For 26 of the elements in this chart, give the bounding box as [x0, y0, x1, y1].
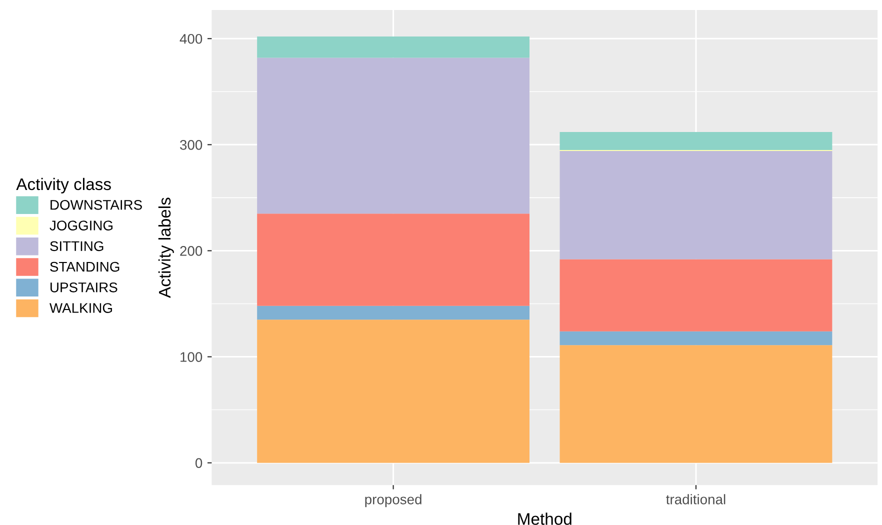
- bar: [257, 36, 530, 58]
- y-tick-label: 300: [180, 140, 202, 150]
- x-tick-label: proposed: [365, 494, 422, 508]
- bar: [560, 331, 832, 346]
- legend-title: Activity class: [16, 178, 111, 194]
- bar: [257, 214, 530, 306]
- bar: [257, 320, 530, 463]
- bar: [560, 151, 832, 260]
- legend-label: WALKING: [50, 303, 112, 313]
- y-tick-label: 100: [180, 352, 202, 362]
- bar: [560, 259, 832, 332]
- legend-label: UPSTAIRS: [50, 282, 118, 292]
- bar: [257, 306, 530, 320]
- y-tick-label: 0: [195, 458, 202, 468]
- bar: [560, 345, 832, 463]
- legend-label: DOWNSTAIRS: [50, 200, 142, 210]
- x-tick-label: traditional: [666, 494, 726, 504]
- y-tick-label: 400: [180, 34, 202, 44]
- legend-label: SITTING: [50, 241, 104, 252]
- x-axis-title: Method: [518, 512, 572, 525]
- bar: [257, 58, 530, 214]
- legend-label: JOGGING: [50, 220, 112, 230]
- bar: [560, 132, 832, 150]
- y-tick-label: 200: [180, 246, 202, 256]
- legend-label: STANDING: [50, 262, 120, 272]
- y-axis-title: Activity labels: [158, 198, 174, 298]
